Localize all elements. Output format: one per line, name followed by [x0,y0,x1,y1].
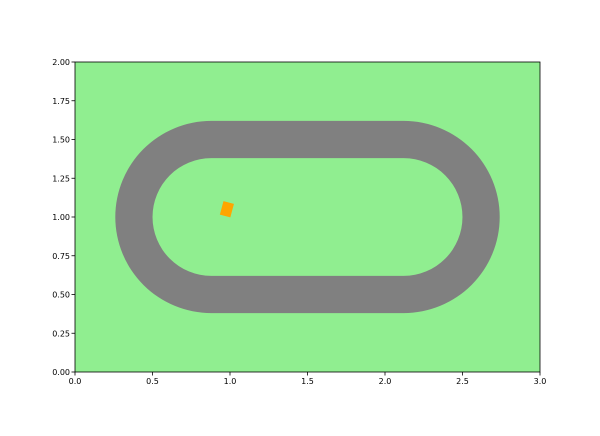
y-axis-ticks: 0.00 0.25 0.50 0.75 1.00 1.25 1.50 1.75 2.00 [52,58,75,377]
y-tick-label: 2.00 [52,58,70,67]
x-tick-label: 0.0 [69,377,82,386]
y-tick-label: 0.25 [52,329,70,338]
y-tick-label: 0.75 [52,252,70,261]
x-tick-label: 2.0 [379,377,392,386]
x-tick-label: 1.0 [224,377,237,386]
x-tick-label: 0.5 [146,377,159,386]
y-tick-label: 1.25 [52,174,70,183]
y-tick-label: 1.50 [52,136,70,145]
x-axis-ticks: 0.0 0.5 1.0 1.5 2.0 2.5 3.0 [69,372,547,386]
y-tick-label: 1.75 [52,97,70,106]
y-tick-label: 1.00 [52,213,70,222]
x-tick-label: 1.5 [301,377,314,386]
race-car [219,201,234,218]
x-tick-label: 2.5 [456,377,469,386]
y-tick-label: 0.00 [52,368,70,377]
y-tick-label: 0.50 [52,291,70,300]
race-track [115,120,500,314]
x-tick-label: 3.0 [534,377,547,386]
